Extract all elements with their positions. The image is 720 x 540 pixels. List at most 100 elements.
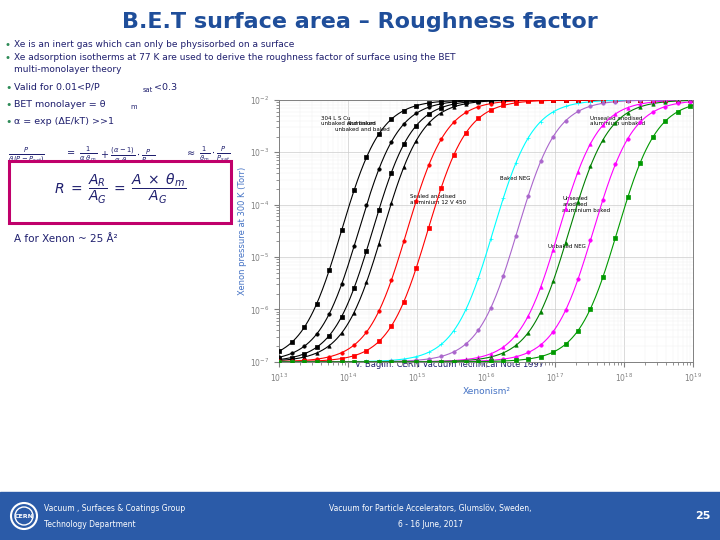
Point (485, 234, 497, 243)
Point (311, 349, 323, 357)
Point (299, 356, 310, 364)
Text: sat: sat (143, 87, 153, 93)
Point (572, 96, 584, 104)
Point (622, 96, 634, 104)
Text: Technology Department: Technology Department (44, 520, 135, 529)
Point (348, 357, 360, 366)
Point (660, 102, 671, 111)
Point (560, 96, 572, 104)
Bar (280, 312, 620, 332)
Text: V. Baglin. CERN Vacuum Technical Note 1997: V. Baglin. CERN Vacuum Technical Note 19… (356, 360, 544, 369)
Point (610, 96, 621, 104)
Point (373, 357, 384, 366)
Point (311, 357, 323, 366)
Point (610, 118, 621, 127)
Point (311, 300, 323, 308)
Point (498, 96, 509, 104)
Point (597, 96, 608, 104)
Text: 537,5: 537,5 (489, 318, 511, 327)
Point (684, 96, 696, 104)
Point (348, 352, 360, 360)
Point (498, 96, 509, 105)
Point (460, 97, 472, 105)
Point (373, 357, 384, 366)
Point (597, 195, 608, 204)
Point (348, 357, 360, 366)
Point (423, 161, 434, 170)
Text: Xe is an inert gas which can only be physisorbed on a surface: Xe is an inert gas which can only be phy… (14, 40, 294, 49)
Point (448, 356, 459, 365)
Point (398, 237, 410, 246)
Point (498, 271, 509, 280)
Point (286, 357, 297, 366)
Text: •: • (5, 53, 11, 63)
Point (585, 97, 596, 106)
Point (560, 340, 572, 348)
Point (473, 273, 485, 282)
Point (423, 103, 434, 112)
Point (436, 357, 447, 366)
Text: Unbaked NEG: Unbaked NEG (549, 244, 586, 249)
Point (684, 98, 696, 106)
Text: 1,3: 1,3 (494, 258, 506, 267)
Point (610, 110, 621, 118)
Point (647, 96, 659, 104)
Point (361, 201, 372, 210)
Point (386, 357, 397, 366)
Point (535, 352, 546, 361)
Point (311, 357, 323, 366)
Point (473, 103, 485, 111)
Point (286, 353, 297, 362)
Point (523, 96, 534, 105)
Text: 1,5 (at 300 °C): 1,5 (at 300 °C) (546, 258, 603, 267)
Point (510, 356, 521, 364)
Point (299, 357, 310, 366)
Text: $+\;\frac{(\alpha-1)}{\alpha\;\vartheta_m}\cdot\frac{P}{P_{sat}}$: $+\;\frac{(\alpha-1)}{\alpha\;\vartheta_… (100, 145, 155, 166)
Text: 70,3: 70,3 (492, 338, 508, 347)
Text: 3,5: 3,5 (569, 278, 581, 287)
Point (448, 118, 459, 127)
Point (572, 96, 584, 104)
Text: •: • (5, 40, 11, 50)
Point (348, 357, 360, 366)
Point (348, 357, 360, 366)
Text: 304 L S Cu
unbaked and baked: 304 L S Cu unbaked and baked (321, 116, 376, 126)
Point (597, 96, 608, 104)
Point (684, 96, 696, 104)
Point (684, 96, 696, 104)
Text: Baked at 150 °C: Baked at 150 °C (537, 217, 613, 226)
Point (423, 119, 434, 127)
Point (572, 96, 584, 104)
Point (299, 357, 310, 366)
Point (560, 117, 572, 125)
Point (323, 266, 335, 275)
Point (473, 357, 485, 366)
Point (460, 356, 472, 364)
Text: A for Xenon ~ 25 Å²: A for Xenon ~ 25 Å² (14, 234, 117, 244)
Point (572, 275, 584, 284)
Point (510, 96, 521, 105)
Bar (280, 210, 620, 352)
Point (498, 355, 509, 363)
Point (510, 96, 521, 104)
Text: B.E.T surface area – Roughness factor: B.E.T surface area – Roughness factor (122, 12, 598, 32)
Point (398, 298, 410, 306)
Point (585, 96, 596, 104)
Point (473, 96, 485, 104)
Text: Unsealed anodised
aluminium unbaked: Unsealed anodised aluminium unbaked (590, 116, 645, 126)
Point (485, 99, 497, 108)
Text: Vacuum , Surfaces & Coatings Group: Vacuum , Surfaces & Coatings Group (44, 504, 185, 514)
Point (448, 357, 459, 366)
Point (660, 117, 671, 126)
Point (460, 98, 472, 106)
Point (684, 96, 696, 104)
Point (510, 96, 521, 104)
Bar (280, 210, 620, 352)
Point (386, 322, 397, 330)
Point (660, 96, 671, 104)
Point (398, 356, 410, 365)
Bar (280, 332, 620, 352)
Point (373, 357, 384, 366)
Point (373, 357, 384, 366)
Text: Technical surface: Technical surface (334, 217, 416, 226)
